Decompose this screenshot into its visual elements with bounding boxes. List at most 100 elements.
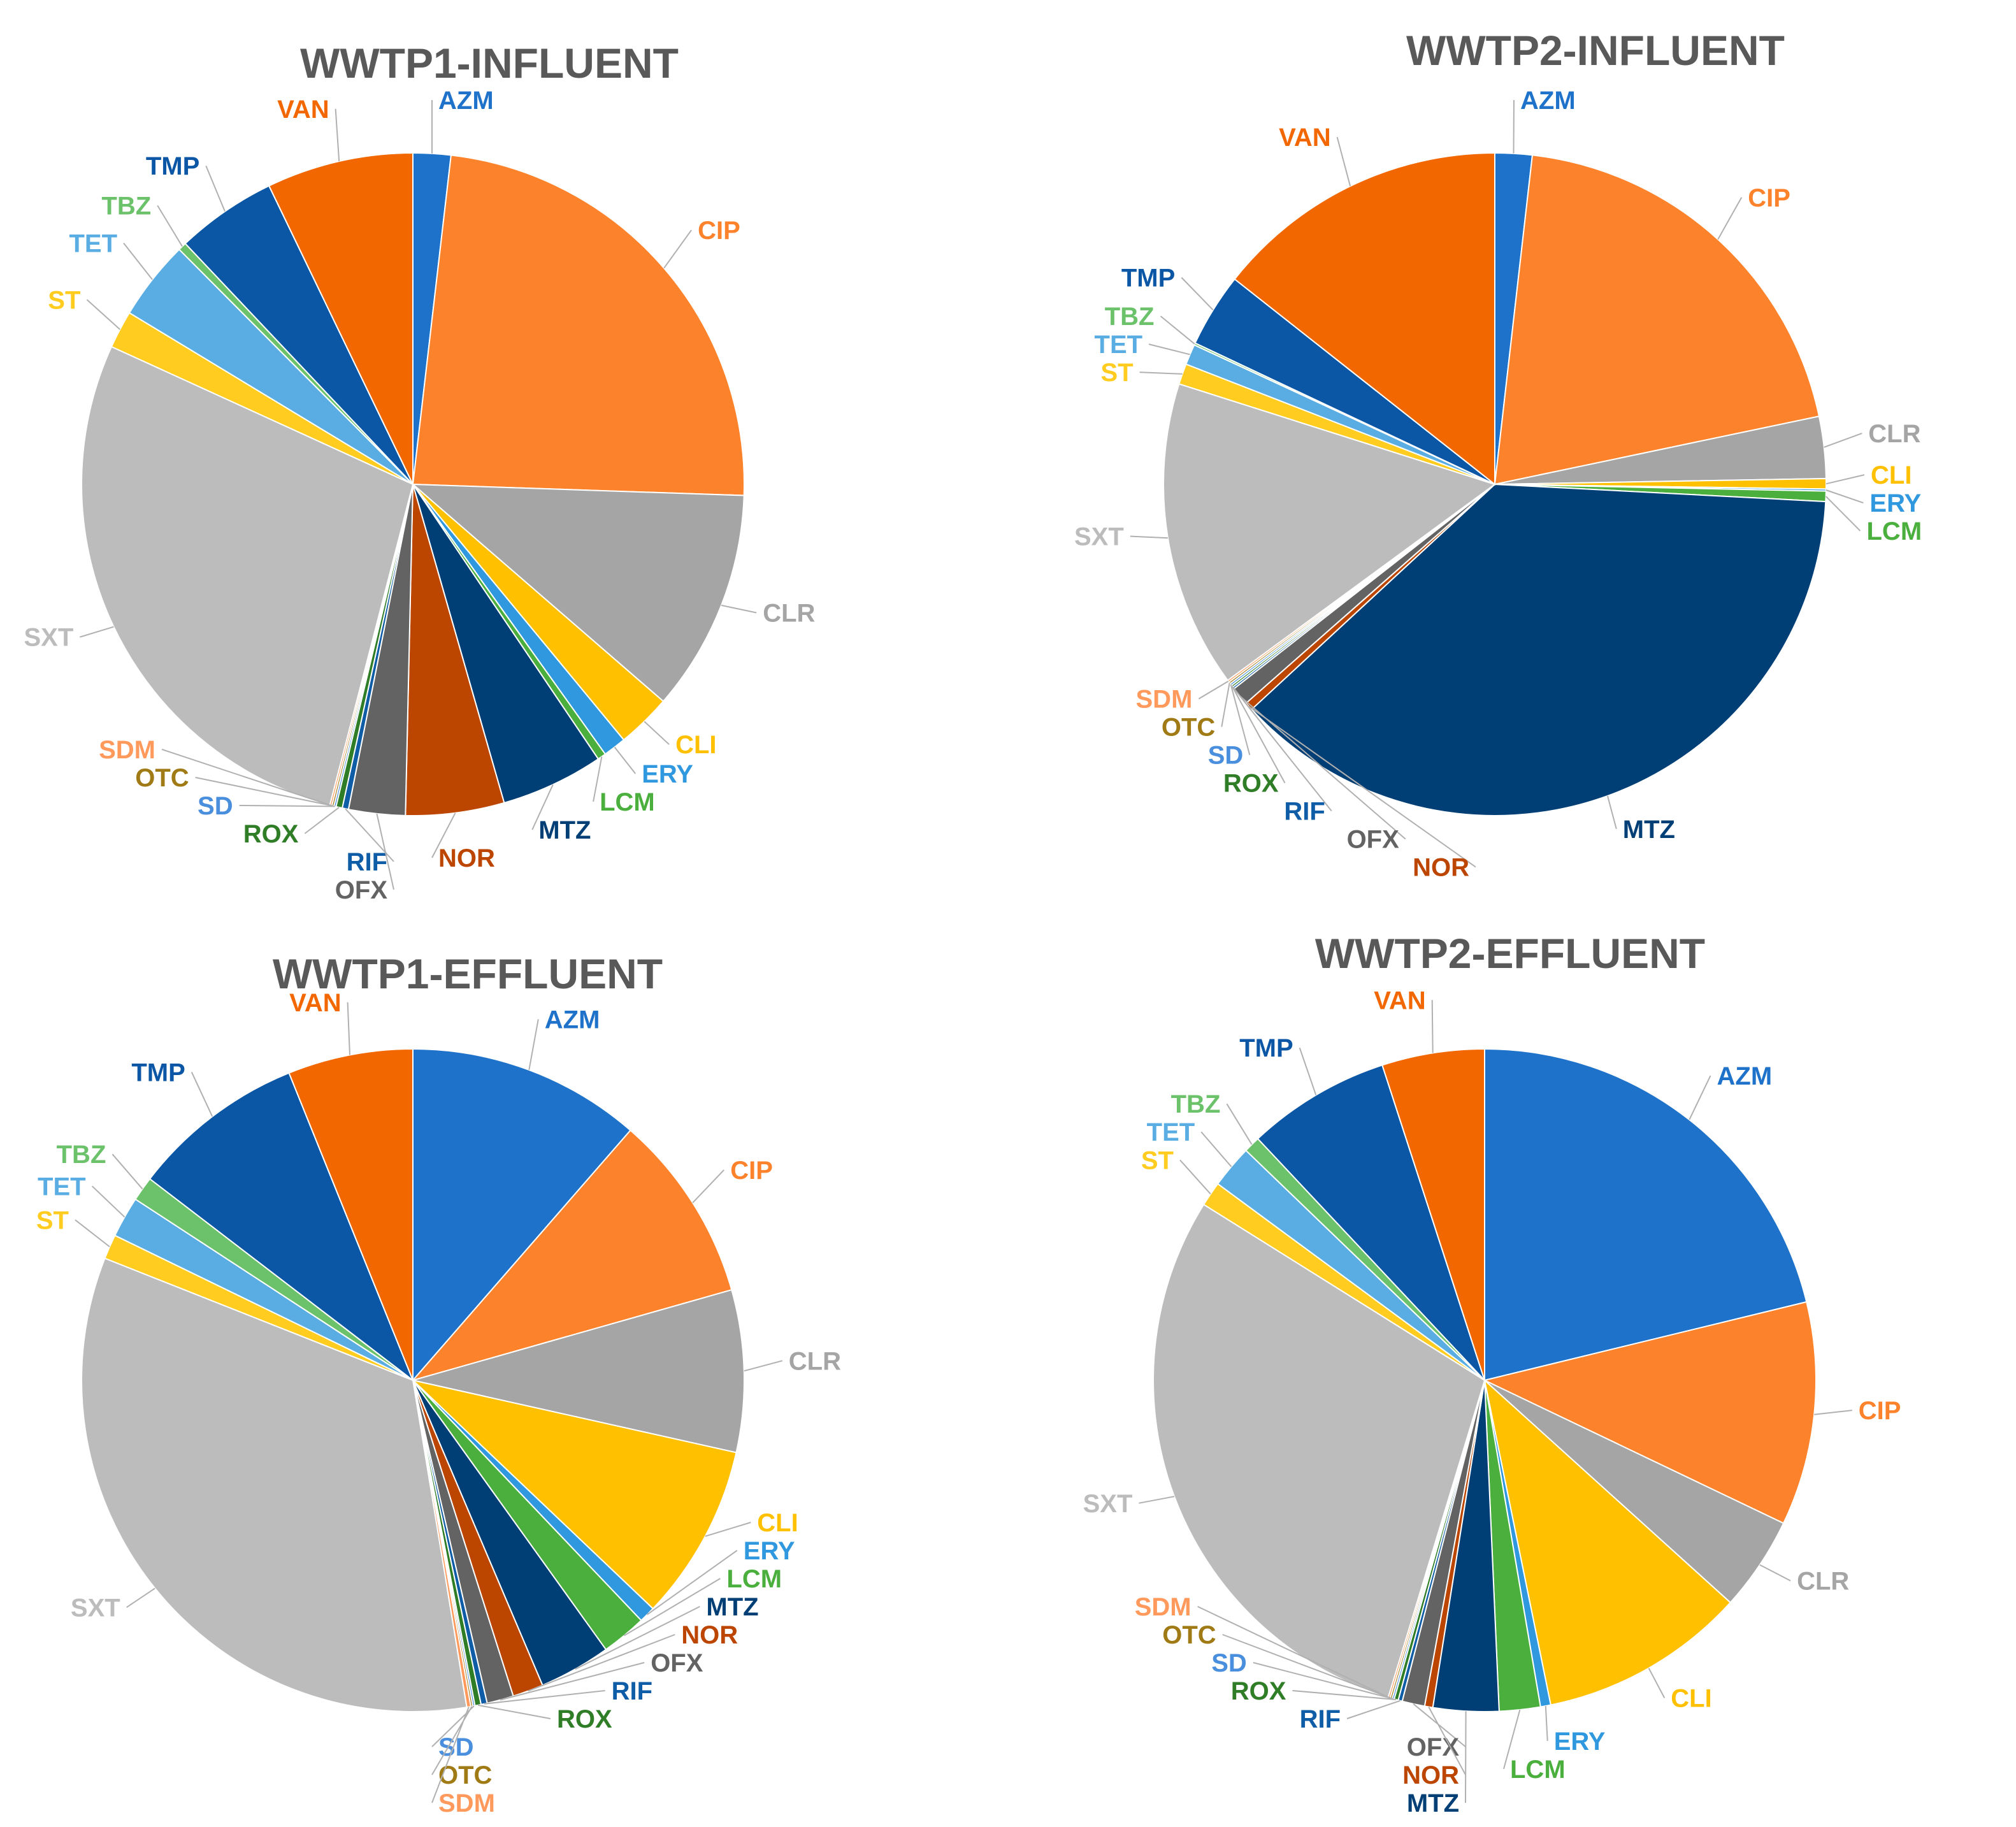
- leader-line-sd: [1230, 684, 1251, 755]
- slice-label-rif: RIF: [1300, 1705, 1341, 1733]
- slice-label-tet: TET: [1095, 331, 1143, 359]
- slice-label-sd: SD: [198, 792, 233, 820]
- leader-line-sxt: [1130, 535, 1168, 539]
- pie-panel-wwtp1-effluent: WWTP1-EFFLUENT AZM CIP CLR CLI ERY LCM MTZ NOR O…: [0, 913, 1008, 1826]
- slice-label-lcm: LCM: [1510, 1756, 1566, 1784]
- slice-label-van: VAN: [289, 989, 341, 1017]
- pie-slice-cip: [1494, 154, 1820, 486]
- pie-slice-mtz: [412, 484, 600, 804]
- pie-slice-sxt: [81, 1257, 468, 1712]
- leader-line-clr: [744, 1360, 783, 1372]
- chart-title: WWTP2-INFLUENT: [1406, 27, 1785, 74]
- slice-label-otc: OTC: [1162, 714, 1215, 742]
- leader-line-rox: [1292, 1690, 1397, 1701]
- slice-label-tet: TET: [69, 230, 117, 258]
- pie-panel-wwtp1-influent: WWTP1-INFLUENT AZM CIP CLR CLI ERY LCM MTZ NOR V…: [0, 0, 1008, 913]
- pie-slice-nor: [405, 484, 505, 816]
- leader-line-sxt: [1139, 1496, 1175, 1504]
- slice-label-azm: AZM: [545, 1006, 600, 1034]
- leader-line-cli: [1825, 474, 1865, 485]
- pie-slice-azm: [1484, 1048, 1808, 1382]
- slice-label-sdm: SDM: [438, 1789, 495, 1817]
- slice-label-ery: ERY: [744, 1537, 795, 1565]
- slice-label-sdm: SDM: [1135, 1593, 1192, 1621]
- slice-label-rif: RIF: [1284, 798, 1325, 826]
- leader-line-azm: [1513, 99, 1515, 154]
- leader-line-ofx: [500, 1662, 645, 1701]
- leader-line-tbz: [1160, 315, 1195, 345]
- slice-label-rox: ROX: [1223, 770, 1279, 798]
- slice-label-lcm: LCM: [1867, 517, 1922, 545]
- slice-label-otc: OTC: [1162, 1621, 1216, 1649]
- leader-line-ery: [1544, 1706, 1548, 1741]
- slice-label-tbz: TBZ: [1171, 1090, 1221, 1118]
- slice-label-ery: ERY: [1869, 489, 1921, 517]
- leader-line-tet: [1148, 343, 1190, 356]
- slice-label-nor: NOR: [1413, 854, 1469, 882]
- leader-line-cip: [663, 229, 692, 269]
- slice-label-mtz: MTZ: [538, 816, 591, 844]
- pie-slice-mtz: [1250, 483, 1827, 816]
- pie-slice-cli: [410, 1379, 737, 1610]
- leader-line-clr: [1824, 433, 1862, 448]
- slice-label-ofx: OFX: [335, 876, 388, 904]
- pie-slice-cip: [411, 1129, 733, 1382]
- leader-line-sxt: [80, 626, 114, 638]
- leader-line-clr: [1759, 1564, 1791, 1582]
- slice-label-cip: CIP: [1748, 184, 1790, 212]
- leader-line-tmp: [191, 1071, 213, 1117]
- leader-line-nor: [528, 1634, 675, 1692]
- leader-line-van: [1336, 136, 1351, 187]
- slice-label-nor: NOR: [681, 1621, 738, 1649]
- slice-label-cip: CIP: [730, 1157, 773, 1185]
- slice-label-cli: CLI: [1671, 1685, 1711, 1713]
- slice-label-cip: CIP: [1859, 1397, 1901, 1425]
- leader-line-cli: [705, 1522, 751, 1537]
- slice-label-sdm: SDM: [1136, 686, 1193, 714]
- pie-slice-clr: [411, 483, 745, 702]
- leader-line-sxt: [126, 1587, 155, 1608]
- slice-label-rif: RIF: [612, 1677, 652, 1705]
- leader-line-tbz: [1226, 1103, 1253, 1145]
- leader-line-sdm: [161, 749, 331, 806]
- leader-line-cip: [692, 1169, 724, 1204]
- chart-title: WWTP1-EFFLUENT: [273, 950, 663, 997]
- pie-slice-van: [1234, 152, 1495, 486]
- slice-label-tbz: TBZ: [1105, 303, 1155, 331]
- leader-line-nor: [1248, 705, 1476, 868]
- leader-line-lcm: [1503, 1709, 1521, 1770]
- leader-line-rox: [304, 807, 340, 834]
- leader-line-sd: [239, 805, 335, 807]
- slice-label-clr: CLR: [1868, 420, 1920, 448]
- slice-label-lcm: LCM: [600, 788, 655, 816]
- leader-line-tet: [91, 1185, 126, 1218]
- slice-label-ofx: OFX: [1347, 826, 1400, 854]
- slice-label-sd: SD: [1211, 1649, 1247, 1677]
- leader-line-cip: [1717, 197, 1743, 240]
- slice-label-azm: AZM: [1717, 1062, 1773, 1090]
- leader-line-ofx: [376, 813, 394, 890]
- leader-line-cli: [1648, 1668, 1666, 1698]
- slice-label-otc: OTC: [135, 764, 189, 792]
- leader-line-otc: [1222, 1634, 1392, 1699]
- leader-line-ofx: [1413, 1703, 1466, 1747]
- pie-slice-sxt: [1153, 1203, 1486, 1698]
- leader-line-lcm: [1825, 496, 1861, 531]
- leader-line-van: [1431, 1000, 1434, 1053]
- slice-label-van: VAN: [1374, 986, 1425, 1015]
- leader-line-sdm: [1198, 681, 1229, 700]
- slice-label-sxt: SXT: [24, 624, 74, 652]
- slice-label-van: VAN: [1279, 124, 1330, 152]
- chart-title: WWTP2-EFFLUENT: [1315, 930, 1705, 977]
- slice-label-nor: NOR: [438, 844, 495, 872]
- slice-label-tbz: TBZ: [57, 1141, 106, 1169]
- pie-chart-wwtp1-effluent: WWTP1-EFFLUENT AZMCIPCLRCLIERYLCMMTZNORO…: [36, 950, 841, 1817]
- leader-line-tmp: [1181, 277, 1214, 311]
- slice-label-cli: CLI: [1871, 461, 1912, 489]
- pie-slice-cip: [1483, 1301, 1817, 1524]
- slice-label-tbz: TBZ: [101, 192, 151, 220]
- leader-line-cip: [1814, 1410, 1852, 1415]
